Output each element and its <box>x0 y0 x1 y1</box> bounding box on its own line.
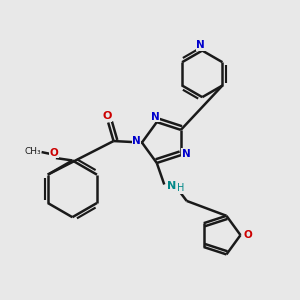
Text: O: O <box>102 111 111 121</box>
Text: N: N <box>132 136 141 146</box>
Text: H: H <box>177 183 184 193</box>
Text: N: N <box>182 149 190 159</box>
Text: CH₃: CH₃ <box>25 147 42 156</box>
Text: O: O <box>244 230 252 240</box>
Text: N: N <box>167 181 176 191</box>
Text: N: N <box>196 40 205 50</box>
Text: N: N <box>151 112 160 122</box>
Text: O: O <box>50 148 58 158</box>
